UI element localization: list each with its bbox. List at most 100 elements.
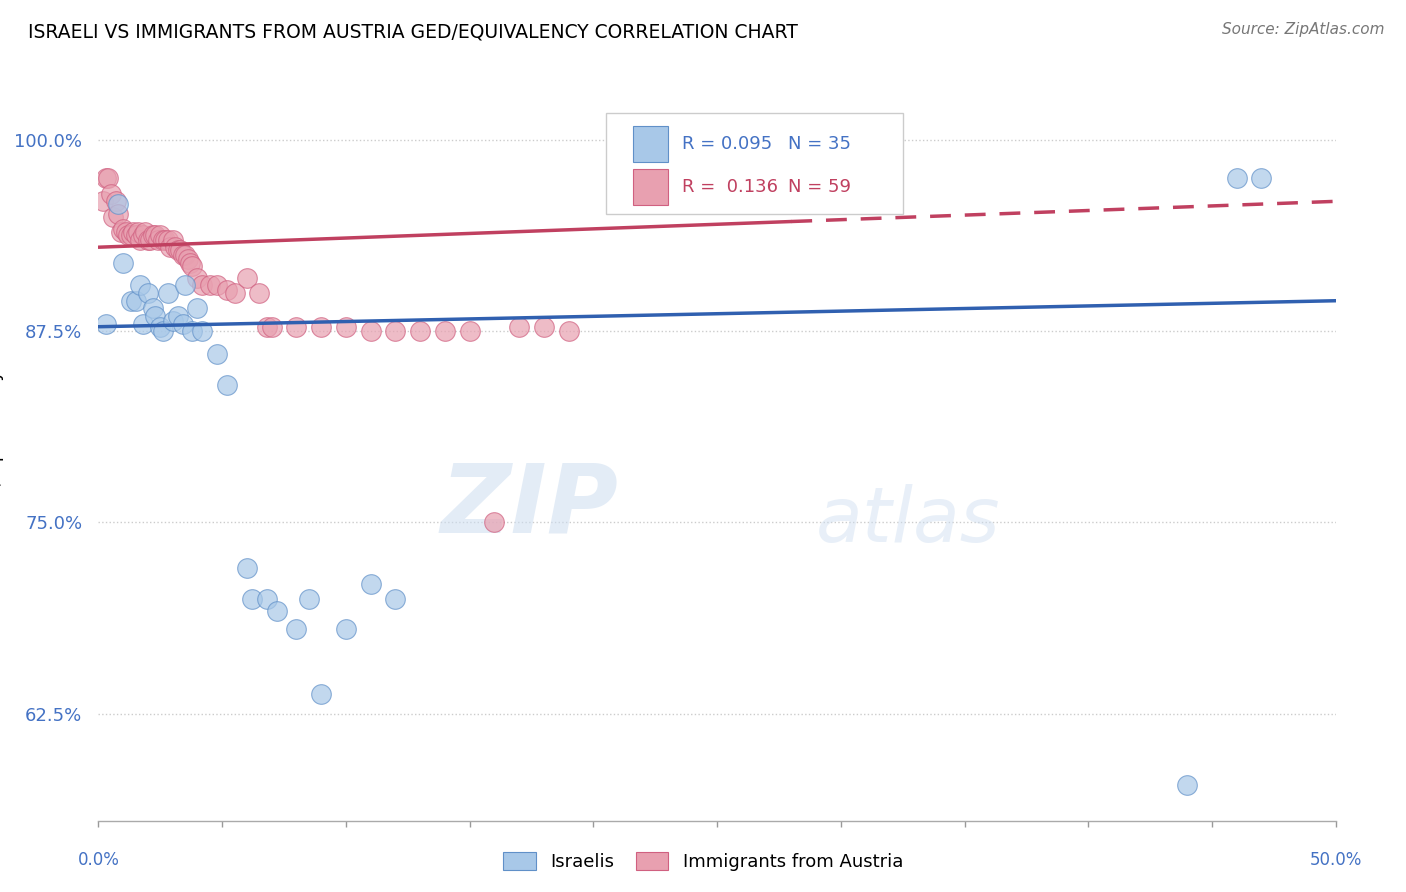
FancyBboxPatch shape	[633, 169, 668, 205]
Point	[205, 278, 228, 293]
Point	[94, 317, 117, 331]
Point	[127, 225, 149, 239]
Point	[236, 561, 259, 575]
Point	[132, 317, 155, 331]
Text: ISRAELI VS IMMIGRANTS FROM AUSTRIA GED/EQUIVALENCY CORRELATION CHART: ISRAELI VS IMMIGRANTS FROM AUSTRIA GED/E…	[28, 22, 799, 41]
Point	[484, 516, 506, 530]
Point	[533, 319, 555, 334]
Point	[100, 186, 122, 201]
Point	[155, 233, 177, 247]
Point	[409, 324, 432, 338]
Point	[143, 309, 166, 323]
Point	[114, 225, 136, 239]
Point	[156, 286, 179, 301]
Point	[139, 233, 162, 247]
Point	[162, 313, 184, 327]
Point	[112, 222, 135, 236]
Point	[309, 319, 332, 334]
Point	[120, 293, 142, 308]
Point	[142, 227, 165, 242]
Point	[181, 324, 204, 338]
Point	[266, 604, 288, 618]
Point	[557, 324, 579, 338]
Point	[152, 233, 174, 247]
Text: ZIP: ZIP	[440, 459, 619, 552]
FancyBboxPatch shape	[606, 112, 903, 214]
Point	[247, 286, 270, 301]
Point	[124, 227, 146, 242]
Point	[256, 319, 278, 334]
Point	[149, 319, 172, 334]
Text: 0.0%: 0.0%	[77, 851, 120, 869]
Point	[103, 210, 125, 224]
Point	[256, 591, 278, 606]
Point	[198, 278, 221, 293]
Point	[1226, 171, 1249, 186]
Point	[1175, 779, 1198, 793]
Point	[458, 324, 481, 338]
Point	[146, 233, 169, 247]
Text: N = 35: N = 35	[787, 136, 851, 153]
Point	[129, 233, 152, 247]
Point	[117, 227, 139, 242]
Point	[217, 283, 239, 297]
Point	[110, 225, 132, 239]
Point	[433, 324, 456, 338]
Point	[217, 377, 239, 392]
Point	[1250, 171, 1272, 186]
Point	[107, 206, 129, 220]
Point	[186, 270, 208, 285]
Point	[174, 248, 197, 262]
Text: R = 0.095: R = 0.095	[682, 136, 773, 153]
Text: R =  0.136: R = 0.136	[682, 178, 779, 196]
Point	[191, 324, 214, 338]
Point	[134, 225, 156, 239]
Point	[176, 252, 198, 267]
Point	[335, 623, 357, 637]
Point	[335, 319, 357, 334]
Point	[174, 278, 197, 293]
Point	[142, 301, 165, 316]
Point	[136, 286, 159, 301]
Point	[285, 319, 308, 334]
Point	[156, 233, 179, 247]
Point	[309, 687, 332, 701]
Point	[132, 227, 155, 242]
Point	[97, 171, 120, 186]
Text: atlas: atlas	[815, 484, 1001, 558]
Point	[508, 319, 530, 334]
Point	[236, 270, 259, 285]
Point	[165, 240, 187, 254]
Point	[360, 576, 382, 591]
Point	[107, 197, 129, 211]
Point	[179, 255, 201, 269]
Point	[120, 227, 142, 242]
Point	[169, 244, 191, 258]
Text: Source: ZipAtlas.com: Source: ZipAtlas.com	[1222, 22, 1385, 37]
Point	[112, 255, 135, 269]
Point	[298, 591, 321, 606]
Point	[166, 309, 188, 323]
Point	[93, 194, 115, 209]
Point	[129, 278, 152, 293]
Point	[260, 319, 283, 334]
Point	[149, 227, 172, 242]
Point	[181, 259, 204, 273]
FancyBboxPatch shape	[633, 126, 668, 162]
Point	[124, 293, 146, 308]
Point	[166, 244, 188, 258]
Point	[224, 286, 246, 301]
Point	[172, 317, 194, 331]
Point	[143, 227, 166, 242]
Point	[384, 591, 406, 606]
Point	[122, 225, 145, 239]
Point	[159, 240, 181, 254]
Point	[136, 233, 159, 247]
Point	[240, 591, 263, 606]
Point	[104, 194, 127, 209]
Text: N = 59: N = 59	[787, 178, 851, 196]
Point	[172, 248, 194, 262]
Point	[152, 324, 174, 338]
Point	[191, 278, 214, 293]
Point	[384, 324, 406, 338]
